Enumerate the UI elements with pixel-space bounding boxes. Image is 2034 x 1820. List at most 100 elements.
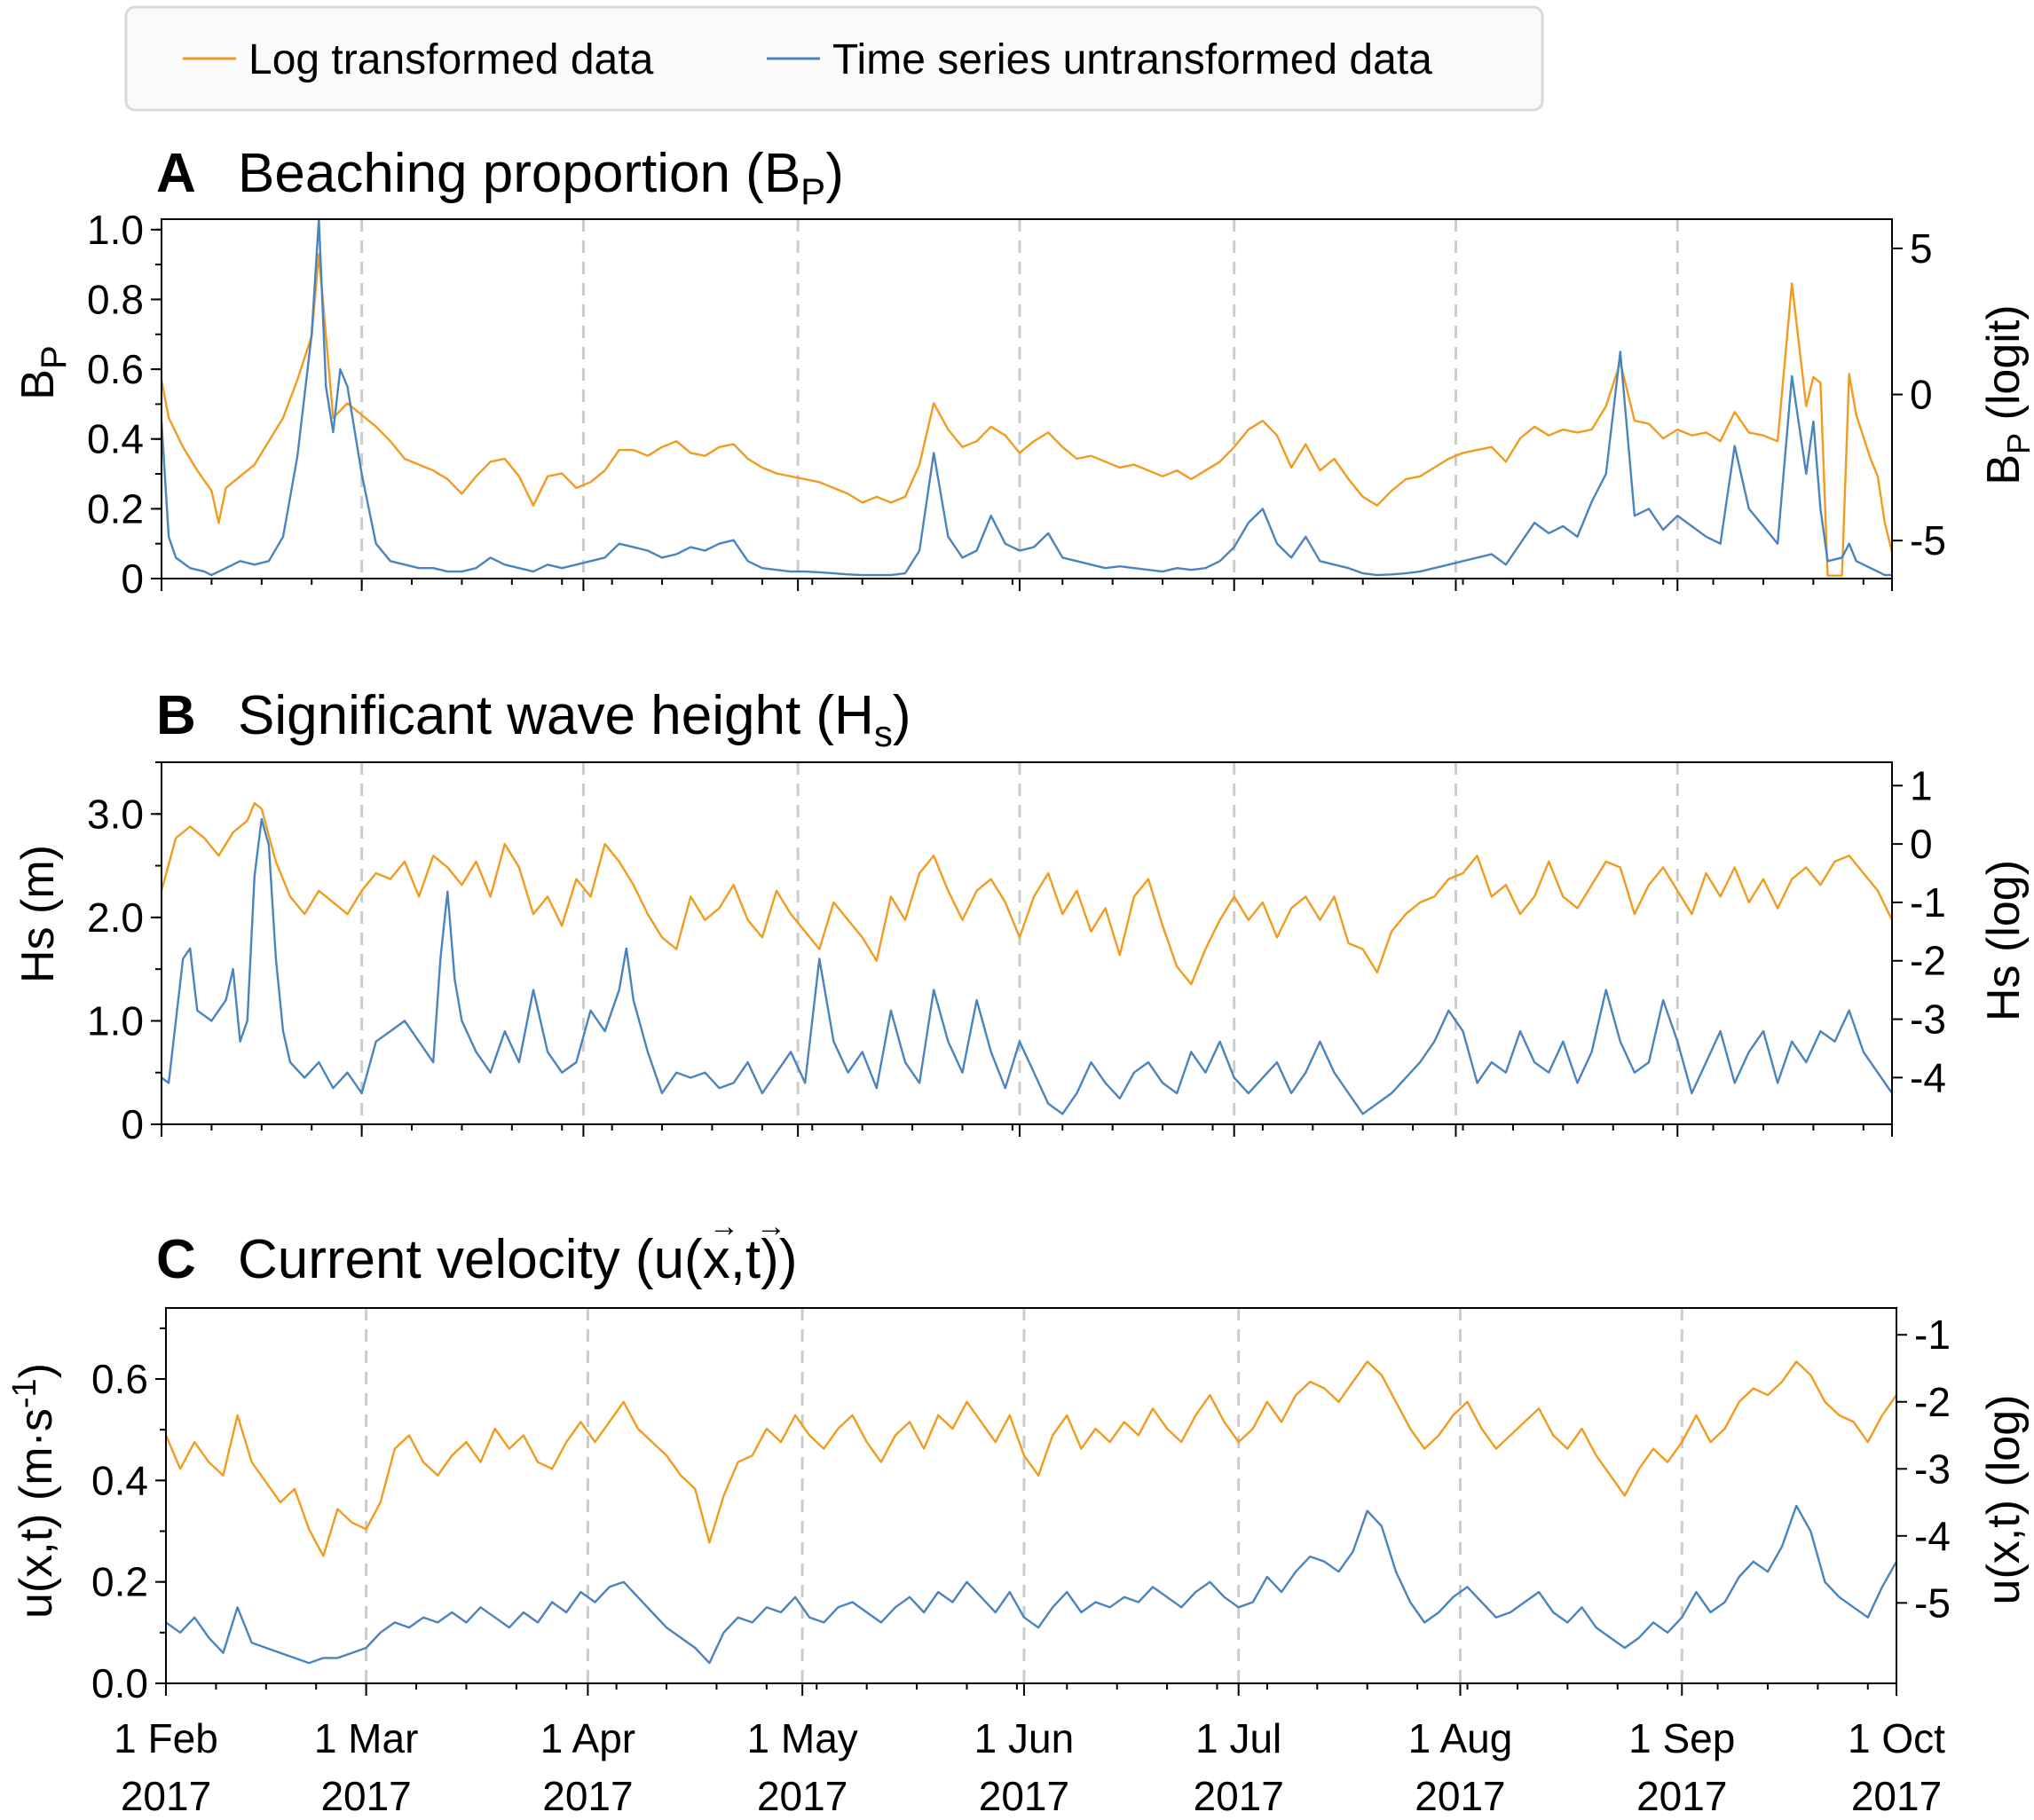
legend-box (124, 5, 1544, 112)
panel-b-left-axis: 0 1.0 2.0 3.0 (87, 761, 162, 1147)
y-left-tick-label: 2.0 (87, 894, 144, 941)
series-line-untransformed (166, 1504, 1896, 1665)
panel-a-title-text: Beaching proportion (B (238, 143, 800, 204)
x-tick-label-year: 2017 (542, 1773, 633, 1819)
panel-a-ylabel-right-end: (logit) (1978, 304, 2030, 432)
panel-b-xticks (161, 1124, 1893, 1137)
panel-b-title: Significant wave height (Hs) (238, 685, 911, 754)
y-left-tick-label: 0.8 (87, 276, 144, 322)
series-line-log (162, 253, 1892, 577)
panel-b-ylabel-left: Hs (m) (12, 845, 64, 983)
panel-b-title-sub: s (874, 713, 893, 754)
x-tick-label-year: 2017 (121, 1773, 211, 1819)
x-tick-label-year: 2017 (1415, 1773, 1505, 1819)
x-tick-label-month: 1 Aug (1408, 1715, 1513, 1761)
series-line-untransformed (162, 219, 1892, 577)
legend-label-raw: Time series untransformed data (832, 36, 1432, 83)
panel-c-series (166, 1360, 1896, 1665)
panel-c-frame (165, 1307, 1897, 1684)
y-right-tick-label: 1 (1910, 762, 1933, 808)
y-left-tick-label: 1.0 (87, 207, 144, 253)
panel-c-title-text: Current velocity ( (238, 1229, 654, 1290)
panel-c-title: Current velocity (u(x,t)) (238, 1229, 797, 1290)
y-right-tick-label: -4 (1910, 1054, 1946, 1100)
panel-c-title-end: ) (779, 1229, 798, 1290)
panel-c-title-vec: u(x,t) (654, 1229, 779, 1290)
panel-a-right-axis: -5 0 5 (1892, 225, 1946, 563)
y-left-tick-label: 0.4 (87, 416, 144, 462)
panel-b-title-end: ) (893, 685, 911, 746)
legend: Log transformed data Time series untrans… (124, 5, 1544, 112)
panel-c-grid (365, 1308, 1683, 1683)
panel-a: A Beaching proportion (BP) 00.20.40.60.8… (12, 143, 2034, 602)
y-right-tick-label: 0 (1910, 821, 1933, 867)
y-right-tick-label: 5 (1910, 225, 1933, 272)
series-line-untransformed (162, 817, 1892, 1115)
y-left-tick-label: 0.2 (91, 1559, 148, 1605)
y-right-tick-label: -3 (1910, 997, 1946, 1043)
x-tick-label-month: 1 Jun (974, 1715, 1075, 1761)
panel-b-letter: B (156, 685, 196, 746)
panel-c-ylabel-left: u(x,t) (m·s-1) (6, 1363, 62, 1619)
panel-a-grid (360, 219, 1679, 579)
panel-a-left-axis: 0 0.2 0.4 0.6 0.8 1.0 (87, 207, 162, 602)
panel-c-xticks (165, 1683, 1897, 1696)
panel-b-title-text: Significant wave height (H (238, 685, 874, 746)
panel-a-letter: A (156, 143, 196, 204)
x-tick-label-year: 2017 (1194, 1773, 1284, 1819)
panel-a-frame (161, 218, 1893, 579)
panel-c-ylabel-right: u(x,t) (log) (1978, 1395, 2030, 1605)
y-right-tick-label: -5 (1910, 517, 1946, 563)
y-right-tick-label: -2 (1914, 1379, 1951, 1425)
panel-c-left-axis: 0.0 0.2 0.4 0.6 (91, 1327, 166, 1706)
panel-b: B Significant wave height (Hs) 0 1.0 2.0 3.… (12, 685, 2030, 1147)
y-left-tick-label: 0.4 (91, 1457, 148, 1503)
panel-c-ylabel-left-sup: -1 (6, 1378, 43, 1408)
panel-c-ylabel-left-text: u(x,t) (m·s (11, 1408, 62, 1619)
y-left-tick-label: 0 (121, 1101, 144, 1147)
panel-b-ylabel-right: Hs (log) (1978, 860, 2030, 1021)
y-left-tick-label: 0.6 (91, 1356, 148, 1402)
x-tick-label-month: 1 Jul (1195, 1715, 1281, 1761)
panel-a-xticks (161, 579, 1893, 591)
y-left-tick-label: 0.6 (87, 346, 144, 392)
panel-b-grid (360, 762, 1679, 1124)
panel-a-series (162, 219, 1892, 577)
panel-b-right-axis: -4 -3 -2 -1 0 1 (1892, 762, 1946, 1100)
panel-a-title: Beaching proportion (BP) (238, 143, 844, 212)
panel-a-ylabel-left: BP (12, 345, 74, 399)
panel-a-ylabel-right: BP (logit) (1978, 304, 2034, 485)
panel-b-frame (161, 761, 1893, 1125)
x-tick-label-year: 2017 (1851, 1773, 1942, 1819)
y-left-tick-label: 0 (121, 555, 144, 602)
panel-a-ylabel-right-text: B (1978, 454, 2030, 485)
legend-label-log: Log transformed data (248, 36, 654, 83)
panel-c-letter: C (156, 1229, 196, 1290)
x-tick-label-year: 2017 (979, 1773, 1069, 1819)
x-tick-label-year: 2017 (320, 1773, 411, 1819)
panel-c-xtick-labels: 1 Feb 2017 1 Mar 2017 1 Apr 2017 1 May 2017 1 Ju… (114, 1715, 1945, 1819)
panel-a-ylabel-right-sub: P (2000, 433, 2034, 454)
y-left-tick-label: 0.0 (91, 1660, 148, 1706)
x-tick-label-month: 1 Feb (114, 1715, 218, 1761)
y-right-tick-label: -1 (1910, 879, 1946, 926)
panel-a-title-end: ) (825, 143, 844, 204)
panel-a-ylabel-left-text: B (12, 369, 64, 400)
x-tick-label-month: 1 Mar (314, 1715, 419, 1761)
x-tick-label-month: 1 May (747, 1715, 858, 1761)
y-right-tick-label: 0 (1910, 372, 1933, 418)
x-tick-label-month: 1 Apr (540, 1715, 635, 1761)
panel-c-right-axis: -5 -4 -3 -2 -1 (1896, 1312, 1951, 1626)
x-tick-label-year: 2017 (1636, 1773, 1727, 1819)
panel-a-title-sub: P (800, 170, 825, 212)
y-right-tick-label: -5 (1914, 1580, 1951, 1626)
y-right-tick-label: -1 (1914, 1312, 1951, 1358)
series-line-log (166, 1360, 1896, 1557)
y-left-tick-label: 0.2 (87, 485, 144, 532)
series-line-log (162, 801, 1892, 986)
y-right-tick-label: -2 (1910, 938, 1946, 984)
panel-b-series (162, 801, 1892, 1115)
panel-c-title-arrow-u: → (709, 1209, 739, 1243)
x-tick-label-month: 1 Sep (1628, 1715, 1735, 1761)
